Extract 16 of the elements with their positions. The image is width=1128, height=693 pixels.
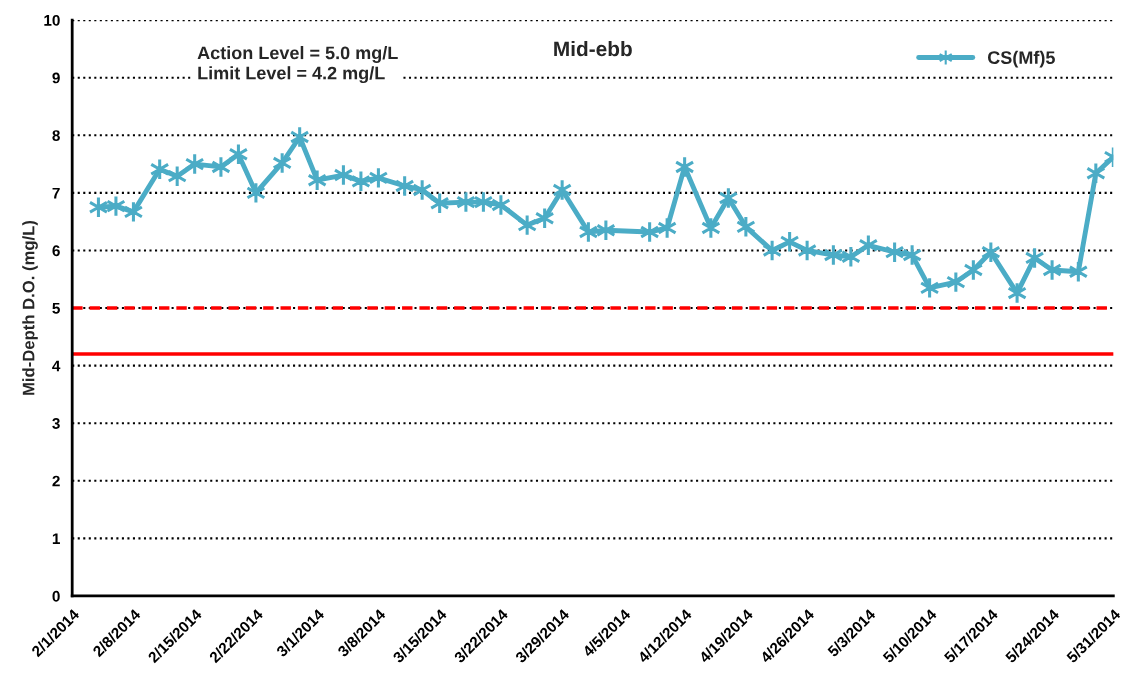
y-tick-label: 6 bbox=[52, 245, 60, 257]
text: Mid-ebb bbox=[554, 40, 632, 57]
annotation: Limit Level = 4.2 mg/L bbox=[198, 66, 385, 84]
annotation: Action Level = 5.0 mg/L bbox=[197, 46, 398, 63]
legend-label: CS(Mf)5 bbox=[987, 50, 1055, 68]
y-tick-label: 1 bbox=[52, 533, 60, 544]
y-tick-label: 3 bbox=[52, 418, 60, 429]
y-tick-label: 4 bbox=[52, 360, 61, 372]
y-tick-label: 5 bbox=[52, 303, 60, 314]
y-tick-label: 8 bbox=[52, 130, 60, 141]
y-tick-label: 2 bbox=[52, 475, 60, 487]
y-tick-label: 9 bbox=[52, 72, 60, 84]
y-tick-label: 0 bbox=[52, 590, 60, 602]
y-tick-label: 7 bbox=[52, 187, 60, 199]
y-axis-title: Mid-Depth D.O. (mg/L) bbox=[22, 220, 38, 395]
y-tick-label: 10 bbox=[44, 14, 60, 26]
